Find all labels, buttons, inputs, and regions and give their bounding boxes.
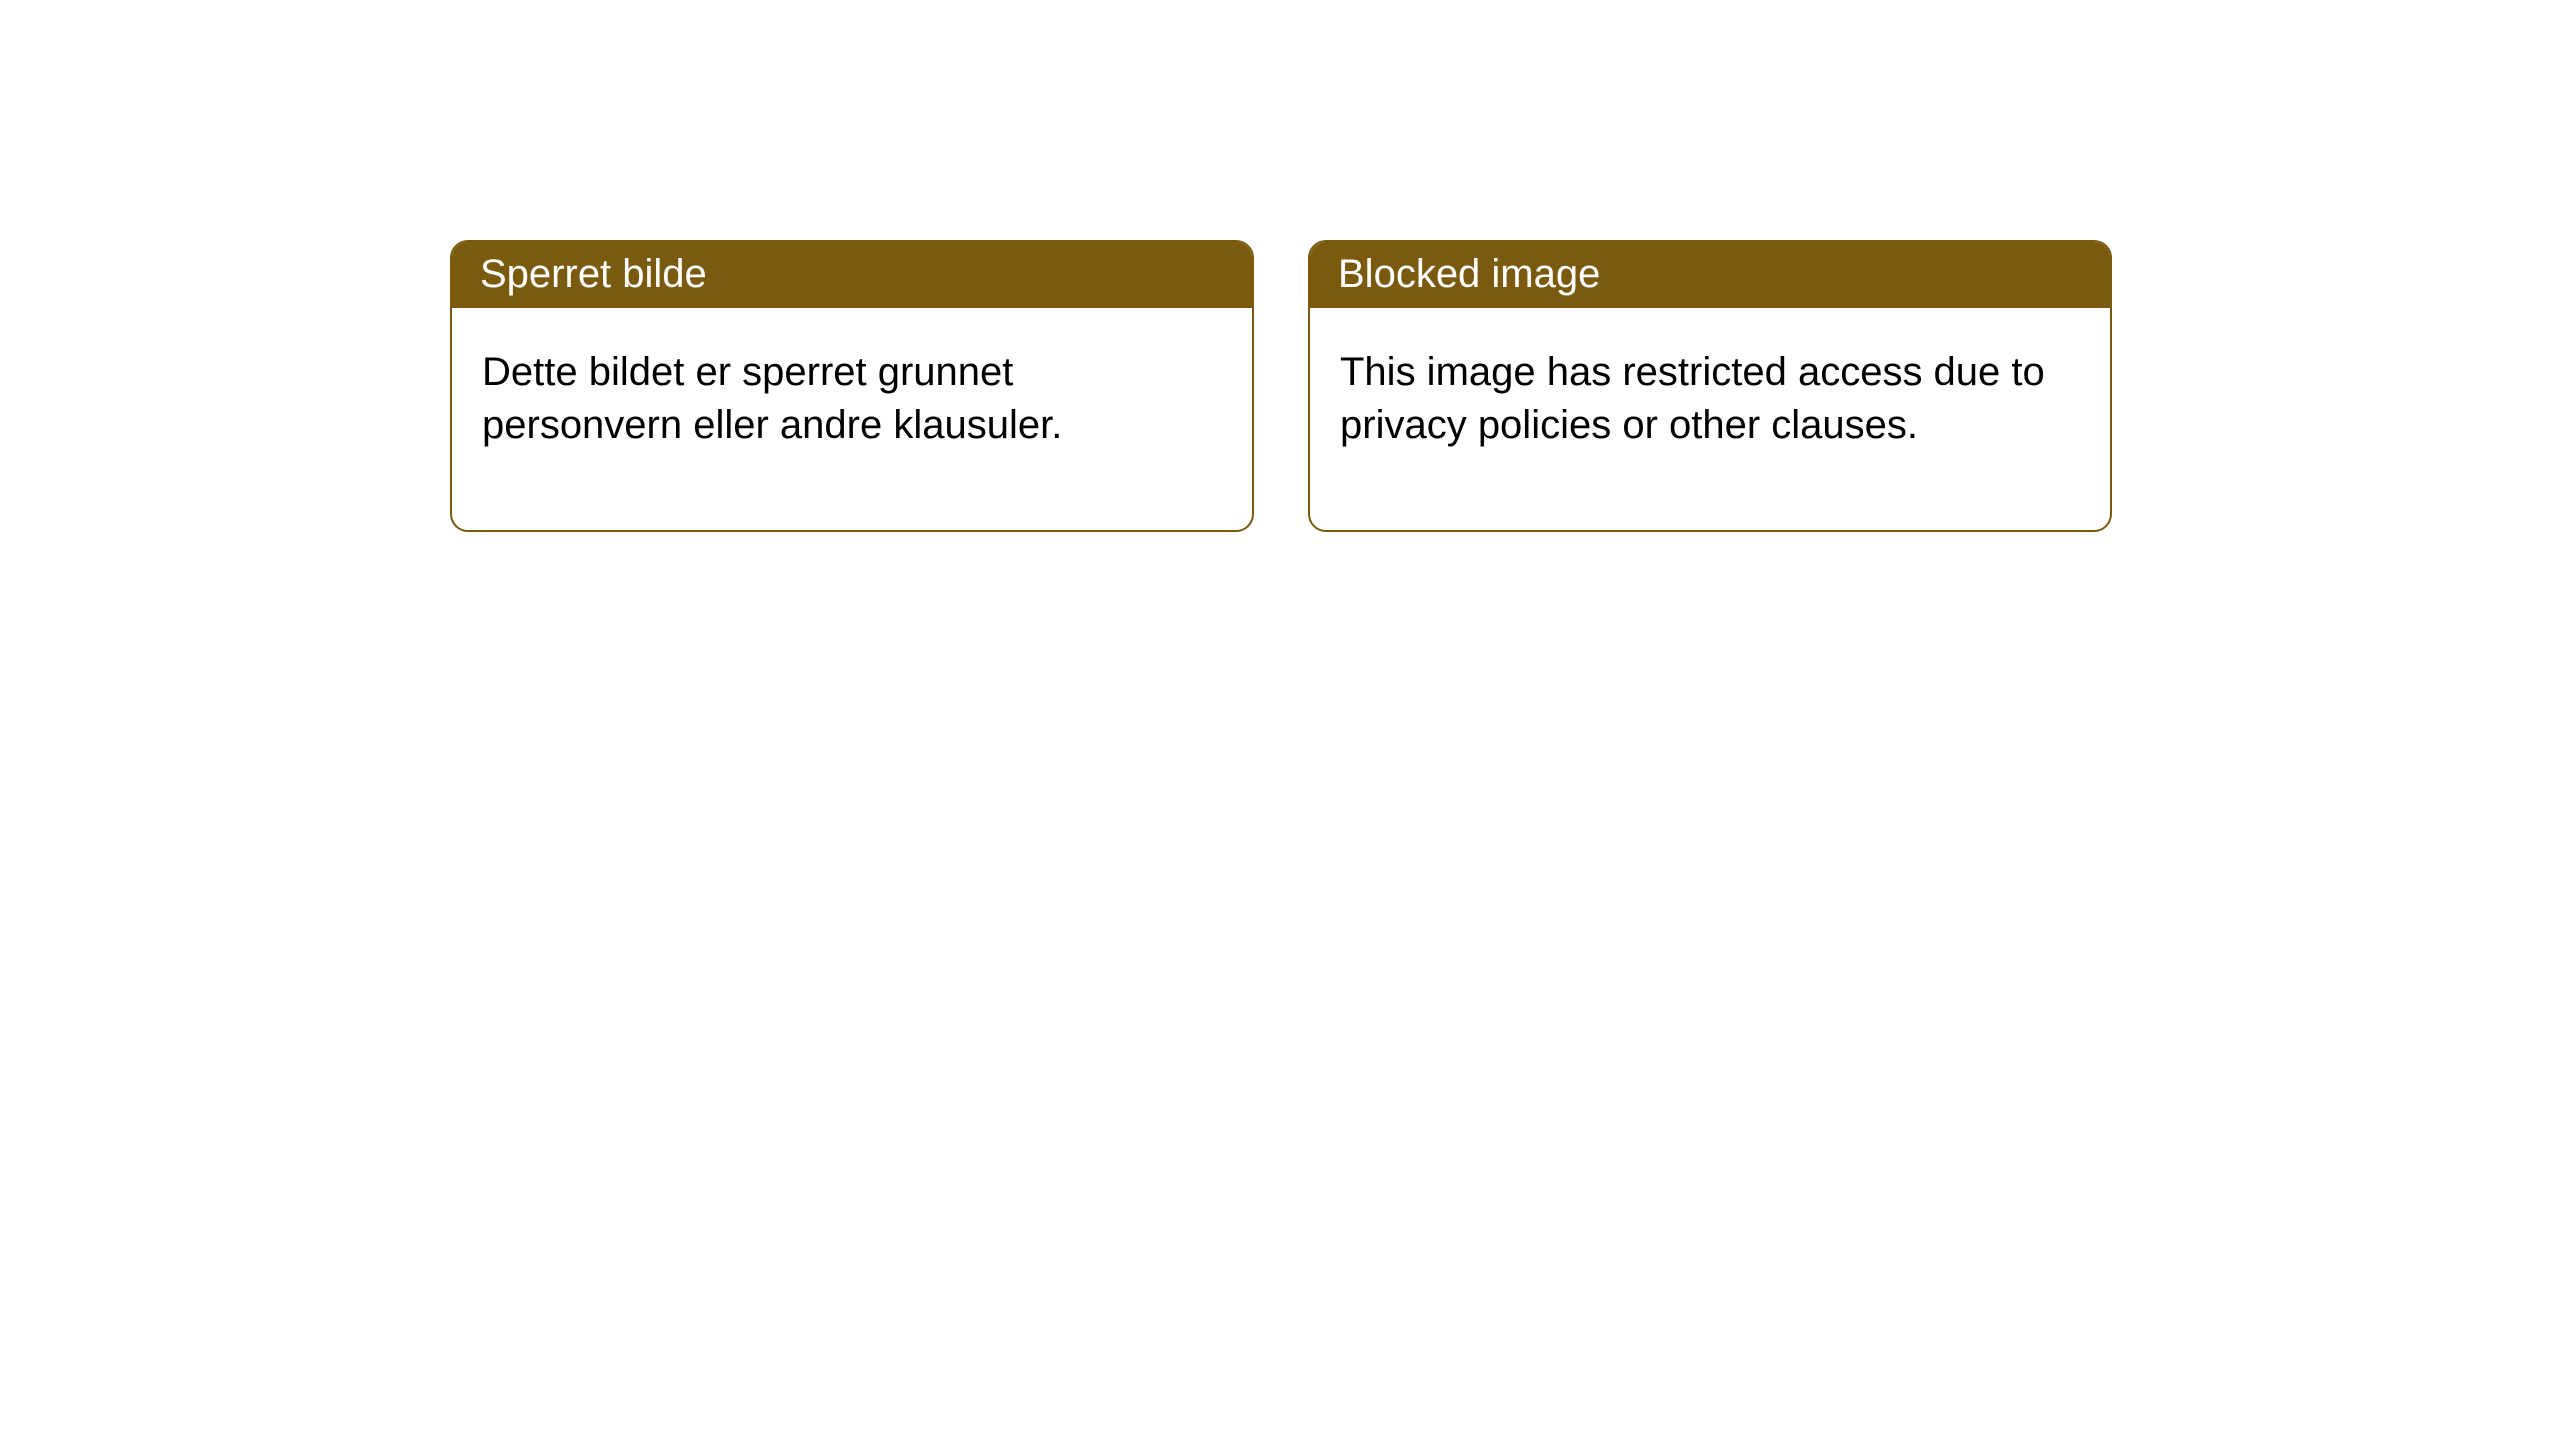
notice-card-norwegian: Sperret bilde Dette bildet er sperret gr… [450,240,1254,532]
card-header: Blocked image [1310,242,2110,308]
card-body-text: Dette bildet er sperret grunnet personve… [482,350,1062,447]
card-title: Blocked image [1338,252,1600,296]
card-header: Sperret bilde [452,242,1252,308]
notice-card-english: Blocked image This image has restricted … [1308,240,2112,532]
card-body: This image has restricted access due to … [1310,308,2110,530]
card-body: Dette bildet er sperret grunnet personve… [452,308,1252,530]
card-title: Sperret bilde [480,252,707,296]
card-body-text: This image has restricted access due to … [1340,350,2045,447]
cards-container: Sperret bilde Dette bildet er sperret gr… [450,240,2560,532]
